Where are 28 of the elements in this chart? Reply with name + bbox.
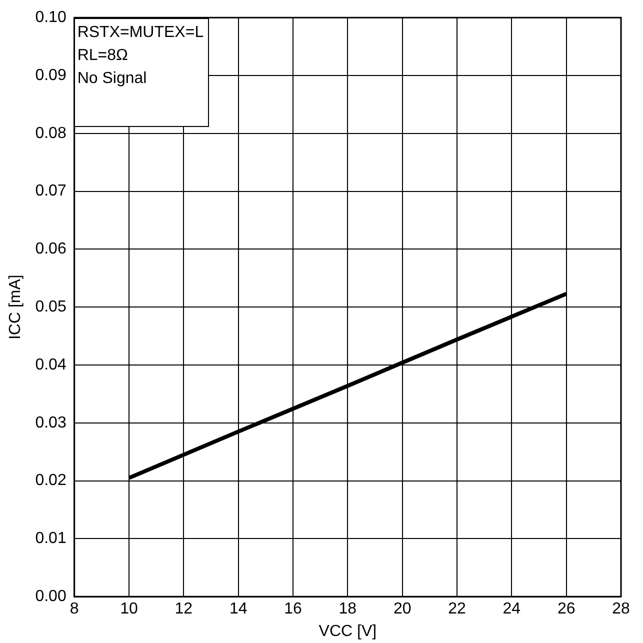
x-tick-label: 20 [393, 600, 412, 618]
y-tick-label: 0.09 [35, 66, 66, 84]
y-tick-label: 0.01 [35, 530, 66, 548]
x-tick-label: 8 [70, 600, 79, 618]
y-tick-label: 0.00 [35, 588, 66, 606]
y-tick-label: 0.10 [35, 9, 66, 26]
x-tick-label: 24 [502, 600, 521, 618]
x-tick-label: 10 [120, 600, 138, 618]
x-axis-title: VCC [V] [318, 622, 377, 640]
y-tick-label: 0.05 [35, 298, 66, 316]
annotation: RSTX=MUTEX=L [77, 22, 204, 43]
y-tick-label: 0.06 [35, 240, 66, 258]
x-tick-label: 16 [284, 600, 302, 618]
y-tick-label: 0.08 [35, 124, 66, 142]
x-tick-label: 28 [612, 600, 630, 618]
x-tick-label: 12 [174, 600, 193, 618]
annotation: No Signal [77, 68, 148, 89]
x-tick-label: 22 [448, 600, 466, 618]
annotation: RL=8Ω [77, 46, 129, 66]
y-tick-label: 0.03 [35, 414, 66, 432]
x-tick-label: 14 [229, 600, 248, 618]
y-tick-label: 0.04 [35, 356, 66, 374]
y-axis-title: ICC [mA] [7, 274, 24, 340]
x-tick-label: 18 [338, 600, 357, 618]
y-tick-label: 0.07 [35, 182, 66, 200]
note-box: RSTX=MUTEX=L RL=8Ω No Signal [74, 18, 209, 127]
x-tick-label: 26 [557, 600, 576, 618]
y-tick-label: 0.02 [35, 472, 66, 490]
